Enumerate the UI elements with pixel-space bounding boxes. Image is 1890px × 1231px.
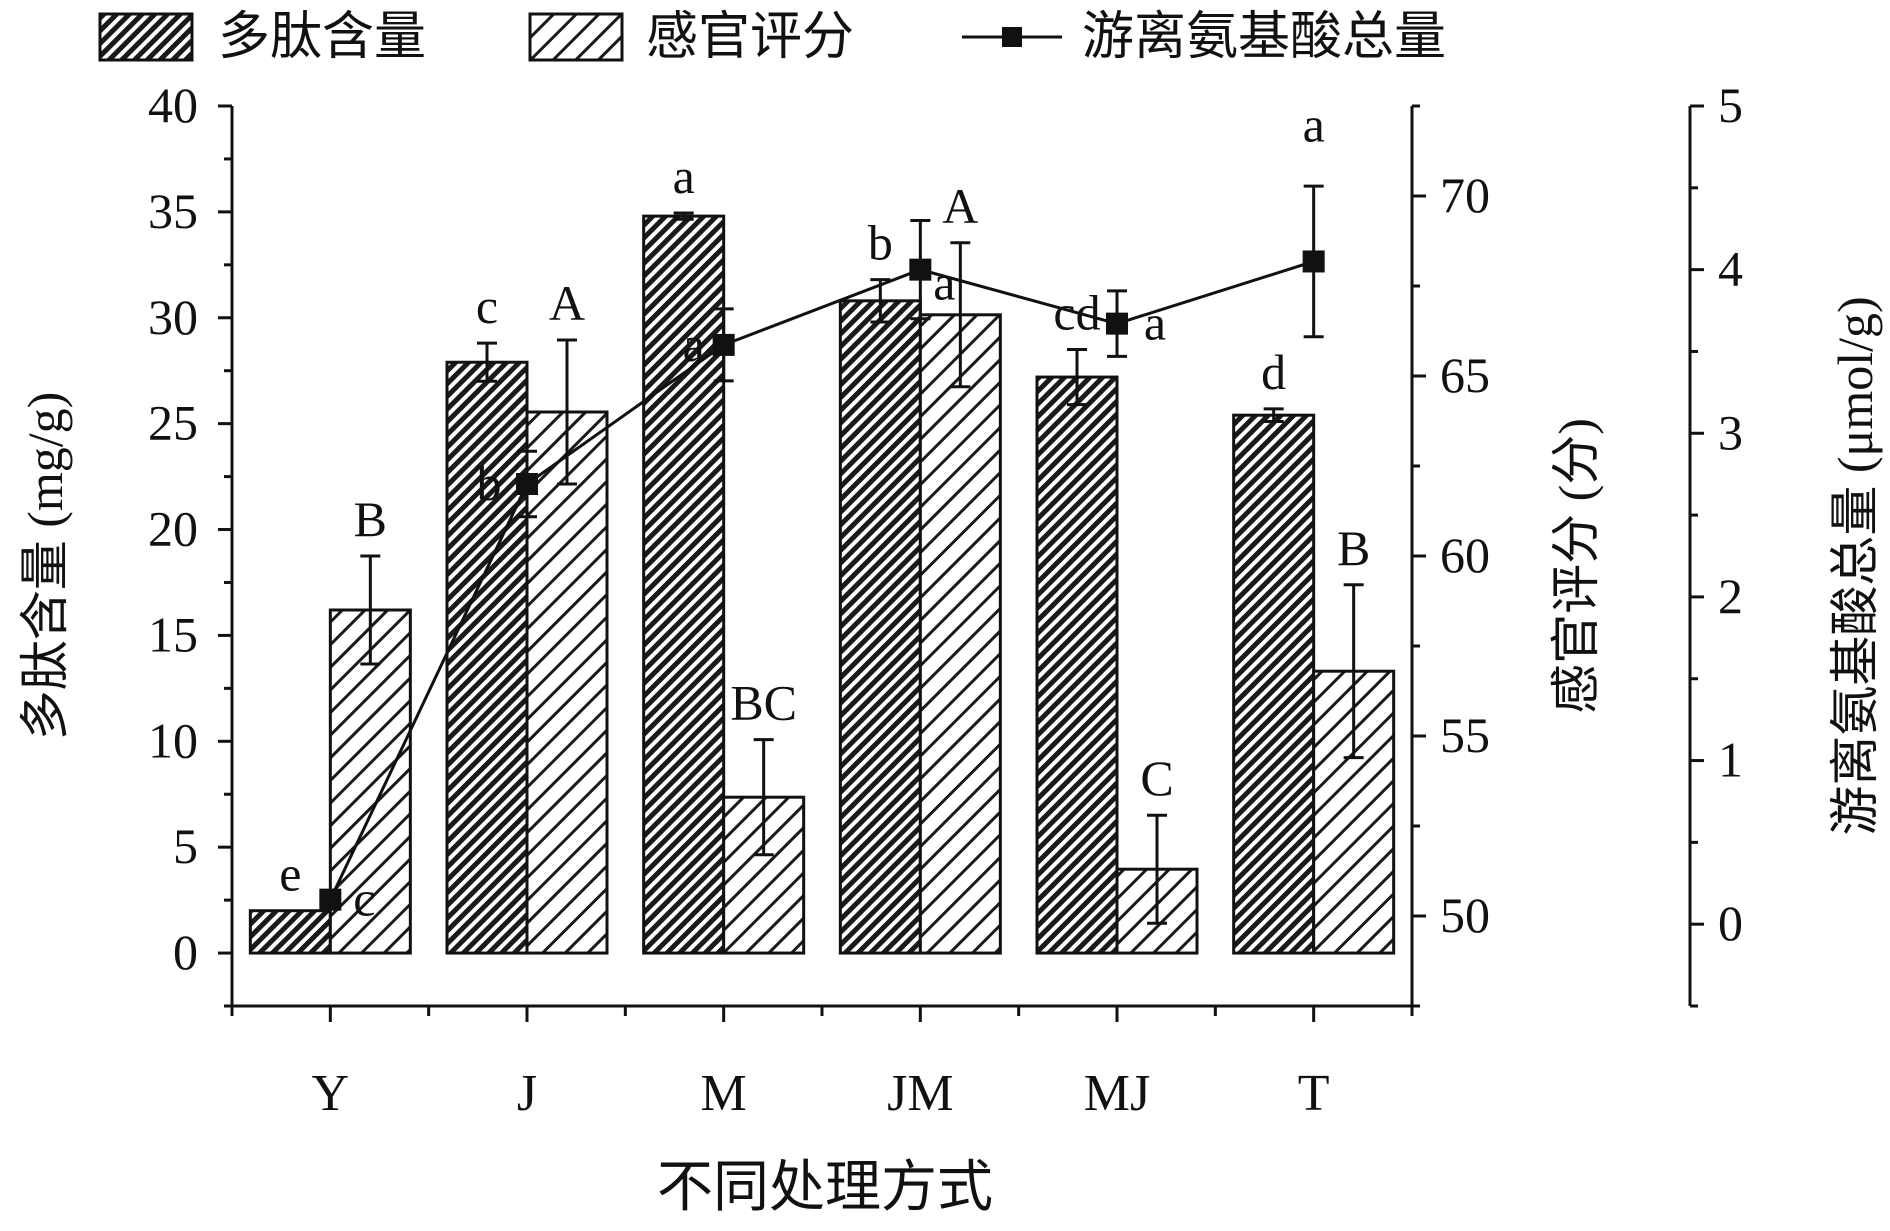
bar-sensory-JM xyxy=(918,313,1002,955)
x-axis-tick-label: J xyxy=(517,1065,537,1122)
bar-sensory-Y xyxy=(328,608,412,955)
data-label-peptide: b xyxy=(868,215,893,271)
left-axis-tick-label: 10 xyxy=(148,712,198,768)
right-axis-2-tick-label: 0 xyxy=(1718,895,1743,951)
left-axis-tick-label: 25 xyxy=(148,395,198,451)
x-axis-tick-label: Y xyxy=(312,1065,350,1122)
data-label-peptide: d xyxy=(1261,344,1286,400)
data-label-sensory: B xyxy=(354,491,387,547)
x-axis-tick-label: MJ xyxy=(1084,1065,1150,1122)
legend: 多肽含量 感官评分 游离氨基酸总量 xyxy=(98,7,1446,67)
left-axis-tick-label: 40 xyxy=(148,77,198,133)
point-amino-J xyxy=(516,473,538,495)
bar-peptide-Y xyxy=(248,909,332,955)
bar-peptide-M xyxy=(642,214,726,955)
point-amino-M xyxy=(712,333,735,356)
data-label-amino: c xyxy=(353,871,375,927)
data-label-sensory: A xyxy=(942,178,978,234)
right-axis-2-tick-label: 5 xyxy=(1718,77,1743,133)
data-label-peptide: a xyxy=(673,148,695,204)
legend-marker-amino xyxy=(1002,27,1022,47)
left-axis-tick-label: 5 xyxy=(173,818,198,874)
data-label-amino: b xyxy=(477,455,502,511)
legend-swatch-sensory xyxy=(528,12,624,62)
data-label-sensory: C xyxy=(1140,750,1173,806)
right-axis-1-tick-label: 55 xyxy=(1440,707,1490,763)
data-label-peptide: e xyxy=(279,846,301,902)
point-amino-Y xyxy=(319,888,342,911)
right-axis-2-tick-label: 2 xyxy=(1718,568,1743,624)
x-axis-tick-label: JM xyxy=(887,1065,953,1122)
left-axis-tick-label: 0 xyxy=(173,924,198,980)
left-axis-tick-label: 35 xyxy=(148,183,198,239)
x-axis-tick-label: T xyxy=(1298,1065,1330,1122)
data-label-peptide: c xyxy=(476,278,498,334)
left-axis-title: 多肽含量 (mg/g) xyxy=(17,392,73,741)
data-label-sensory: A xyxy=(549,275,585,331)
right-axis-1-tick-label: 50 xyxy=(1440,887,1490,943)
legend-label-amino: 游离氨基酸总量 xyxy=(1082,7,1446,67)
left-axis-tick-label: 15 xyxy=(148,606,198,662)
data-label-sensory: B xyxy=(1337,520,1370,576)
legend-label-sensory: 感官评分 xyxy=(646,7,854,67)
bar-peptide-MJ xyxy=(1035,375,1119,955)
point-amino-JM xyxy=(909,258,932,281)
data-label-amino: a xyxy=(1303,96,1325,152)
right-axis-1-title: 感官评分 (分) xyxy=(1548,418,1604,714)
x-axis-tick-label: M xyxy=(701,1065,747,1122)
right-axis-2-tick-label: 4 xyxy=(1718,241,1743,297)
left-axis-tick-label: 20 xyxy=(148,501,198,557)
legend-label-peptide: 多肽含量 xyxy=(218,7,426,67)
data-label-sensory: BC xyxy=(730,675,797,731)
right-axis-2-title: 游离氨基酸总量 (μmol/g) xyxy=(1827,296,1883,835)
data-label-amino: a xyxy=(1144,295,1166,351)
right-axis-2-tick-label: 3 xyxy=(1718,404,1743,460)
point-amino-T xyxy=(1302,250,1325,273)
right-axis-1-tick-label: 65 xyxy=(1440,347,1490,403)
bar-peptide-J xyxy=(445,360,529,955)
line-amino-acid xyxy=(328,260,1315,901)
point-amino-MJ xyxy=(1106,312,1128,335)
bar-peptide-T xyxy=(1232,413,1316,955)
data-label-amino: a xyxy=(683,316,705,372)
data-label-amino: a xyxy=(933,255,955,311)
right-axis-1-tick-label: 60 xyxy=(1440,527,1490,583)
left-axis-tick-label: 30 xyxy=(148,289,198,345)
bar-sensory-J xyxy=(525,410,609,955)
right-axis-1-tick-label: 70 xyxy=(1440,167,1490,223)
x-axis-title: 不同处理方式 xyxy=(657,1157,993,1219)
right-axis-2-tick-label: 1 xyxy=(1718,732,1743,788)
legend-swatch-peptide xyxy=(98,12,194,62)
bar-peptide-JM xyxy=(838,299,922,955)
